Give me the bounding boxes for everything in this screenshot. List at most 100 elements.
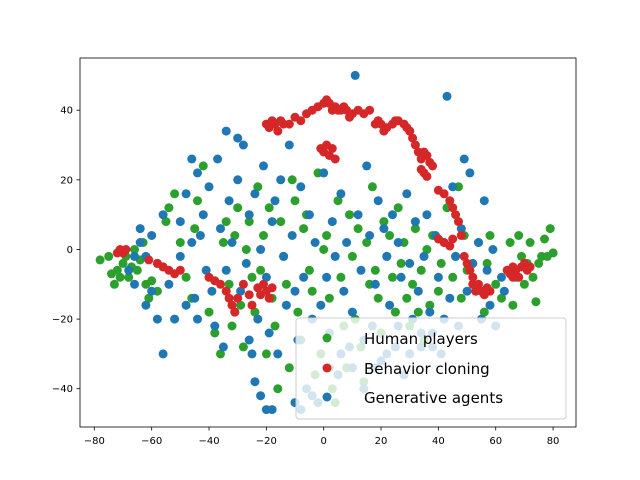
point-gen-145 — [130, 279, 139, 289]
point-gen-115 — [488, 245, 498, 254]
point-gen-14 — [195, 231, 205, 240]
point-bc-95 — [462, 258, 472, 268]
point-human-54 — [284, 363, 294, 373]
point-human-68 — [324, 293, 334, 303]
point-human-44 — [256, 265, 266, 275]
x-tick-label: 80 — [547, 436, 560, 447]
point-gen-46 — [287, 231, 297, 240]
point-gen-34 — [253, 314, 263, 324]
point-gen-20 — [213, 154, 223, 164]
point-human-21 — [170, 189, 180, 199]
point-gen-40 — [270, 196, 280, 206]
point-human-128 — [517, 251, 526, 261]
point-human-57 — [293, 307, 303, 317]
point-human-6 — [118, 258, 128, 268]
point-gen-18 — [207, 286, 217, 296]
y-tick-label: 40 — [60, 106, 73, 117]
point-gen-93 — [422, 210, 432, 220]
point-bc-65 — [408, 133, 418, 143]
point-human-83 — [367, 182, 377, 192]
point-bc-20 — [247, 300, 257, 310]
point-gen-43 — [279, 251, 289, 261]
point-human-51 — [276, 217, 286, 227]
point-gen-21 — [216, 224, 225, 234]
point-bc-23 — [259, 279, 268, 289]
point-gen-79 — [382, 251, 392, 261]
point-human-103 — [425, 300, 435, 310]
point-gen-16 — [201, 265, 211, 275]
point-bc-9 — [175, 265, 185, 275]
point-gen-121 — [244, 335, 254, 345]
point-gen-27 — [233, 175, 243, 185]
point-human-76 — [347, 251, 357, 261]
point-human-59 — [299, 224, 309, 234]
point-bc-93 — [448, 234, 458, 244]
legend-marker-gen — [322, 392, 332, 402]
point-human-34 — [227, 321, 237, 331]
point-gen-118 — [499, 286, 509, 296]
point-human-66 — [319, 245, 329, 254]
point-human-92 — [393, 203, 403, 213]
point-human-42 — [250, 307, 260, 317]
point-bc-87 — [451, 210, 461, 220]
point-human-19 — [161, 217, 171, 227]
point-bc-66 — [410, 140, 420, 150]
point-bc-85 — [445, 196, 455, 206]
legend-label-gen: Generative agents — [364, 389, 503, 407]
point-bc-15 — [227, 300, 237, 310]
point-human-87 — [379, 217, 389, 227]
point-gen-31 — [244, 210, 254, 220]
point-bc-13 — [221, 286, 231, 296]
point-human-67 — [322, 231, 332, 240]
point-human-105 — [433, 286, 443, 296]
point-gen-23 — [221, 265, 231, 275]
point-gen-101 — [445, 293, 455, 303]
point-human-138 — [545, 224, 555, 234]
point-human-32 — [221, 217, 231, 227]
point-human-133 — [531, 297, 541, 307]
point-human-0 — [95, 255, 105, 265]
point-human-11 — [132, 265, 142, 275]
point-gen-113 — [482, 265, 492, 275]
point-bc-16 — [230, 307, 240, 317]
point-human-28 — [204, 307, 214, 317]
point-human-93 — [396, 258, 406, 268]
point-human-127 — [514, 231, 524, 240]
point-gen-114 — [485, 300, 495, 310]
point-gen-61 — [330, 251, 340, 261]
point-gen-50 — [299, 272, 309, 282]
point-human-71 — [333, 196, 343, 206]
point-gen-11 — [187, 154, 197, 164]
x-tick-label: −40 — [198, 436, 219, 447]
point-gen-64 — [339, 286, 349, 296]
point-human-25 — [190, 224, 200, 234]
point-gen-97 — [433, 272, 443, 282]
point-gen-37 — [261, 272, 271, 282]
point-gen-73 — [365, 231, 375, 240]
point-human-139 — [548, 248, 558, 258]
point-gen-117 — [497, 272, 506, 282]
legend-label-bc: Behavior cloning — [364, 360, 490, 378]
point-human-125 — [508, 300, 518, 310]
point-gen-45 — [284, 140, 294, 150]
point-gen-65 — [342, 238, 352, 247]
point-gen-92 — [419, 251, 429, 261]
point-gen-102 — [448, 182, 458, 192]
point-human-99 — [413, 307, 423, 317]
point-gen-4 — [147, 231, 157, 240]
point-gen-56 — [316, 300, 326, 310]
point-bc-12 — [216, 279, 225, 289]
point-gen-12 — [190, 293, 200, 303]
point-gen-123 — [256, 391, 266, 401]
point-gen-148 — [187, 238, 197, 247]
point-bc-17 — [233, 293, 243, 303]
point-bc-100 — [474, 279, 483, 289]
point-gen-110 — [474, 238, 483, 247]
point-gen-81 — [388, 210, 397, 220]
point-gen-120 — [233, 133, 243, 143]
point-human-29 — [210, 328, 220, 338]
point-gen-83 — [393, 238, 403, 247]
point-gen-22 — [218, 342, 228, 352]
point-human-91 — [390, 307, 400, 317]
point-human-118 — [479, 307, 489, 317]
